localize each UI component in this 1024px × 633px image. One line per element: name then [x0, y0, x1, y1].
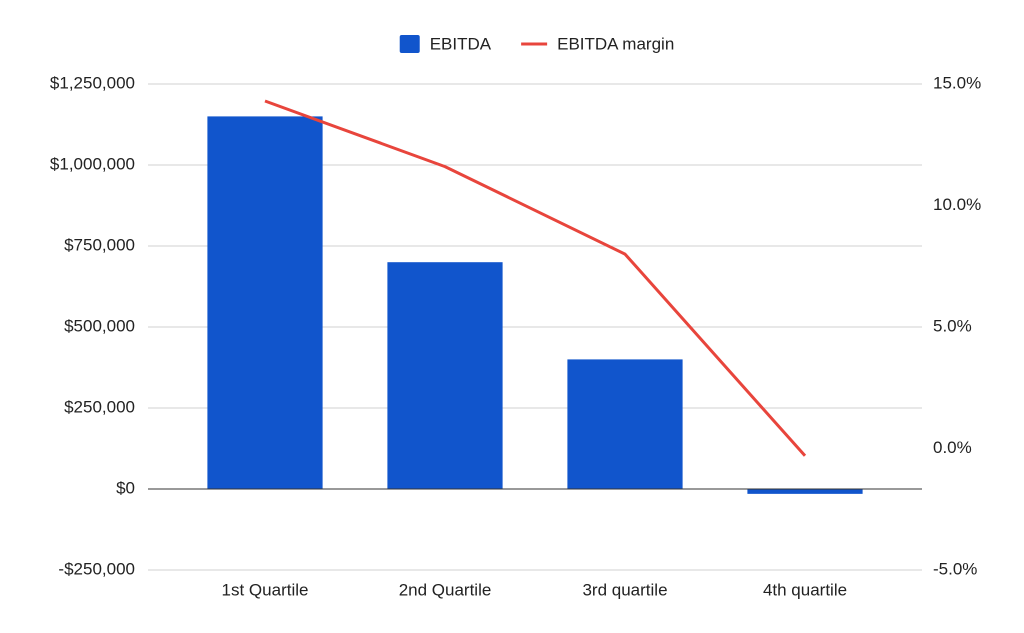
- y-tick-label: $750,000: [64, 235, 135, 254]
- x-tick-label: 1st Quartile: [222, 580, 309, 599]
- bar: [567, 359, 683, 489]
- y-tick-label: $500,000: [64, 316, 135, 335]
- x-tick-label: 3rd quartile: [582, 580, 667, 599]
- bar: [207, 116, 323, 490]
- bar: [747, 489, 863, 494]
- y2-tick-label: 10.0%: [933, 195, 981, 214]
- bar: [387, 262, 503, 489]
- y2-tick-label: 5.0%: [933, 316, 972, 335]
- y-tick-label: $1,250,000: [50, 73, 135, 92]
- y-tick-label: -$250,000: [58, 559, 135, 578]
- y2-tick-label: -5.0%: [933, 559, 977, 578]
- y2-tick-label: 0.0%: [933, 438, 972, 457]
- y-tick-label: $1,000,000: [50, 154, 135, 173]
- y-tick-label: $250,000: [64, 397, 135, 416]
- legend-label: EBITDA: [430, 34, 492, 53]
- x-tick-label: 2nd Quartile: [399, 580, 492, 599]
- line: [264, 99, 807, 457]
- x-tick-label: 4th quartile: [763, 580, 847, 599]
- legend-swatch: [399, 35, 420, 53]
- legend-label: EBITDA margin: [557, 34, 674, 53]
- y-tick-label: $0: [116, 478, 135, 497]
- y2-tick-label: 15.0%: [933, 73, 981, 92]
